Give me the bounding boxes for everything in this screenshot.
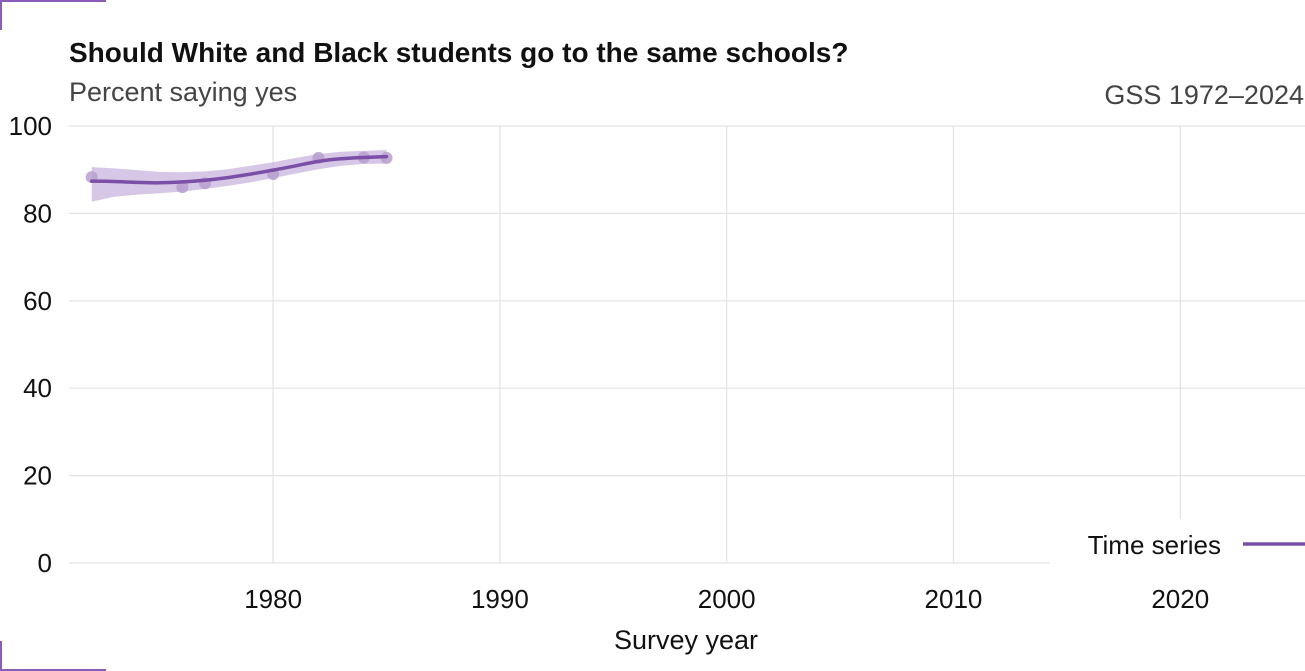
chart-caption: GSS 1972–2024 xyxy=(1104,80,1304,110)
x-tick-label: 2020 xyxy=(1151,584,1209,614)
y-tick-label: 60 xyxy=(23,286,52,316)
y-tick-label: 100 xyxy=(9,111,52,141)
tick-layer: 0 20 40 60 80 100 1980 1990 2000 2010 2020 xyxy=(9,111,1210,614)
legend: Time series xyxy=(1050,519,1305,569)
y-tick-label: 40 xyxy=(23,373,52,403)
chart-subtitle: Percent saying yes xyxy=(69,77,297,107)
x-tick-label: 1980 xyxy=(244,584,302,614)
bottom-left-corner-mark xyxy=(0,641,106,671)
y-tick-label: 0 xyxy=(38,548,52,578)
y-tick-label: 20 xyxy=(23,461,52,491)
top-left-corner-mark xyxy=(0,0,106,30)
x-axis-title: Survey year xyxy=(614,625,758,655)
legend-label: Time series xyxy=(1088,530,1221,560)
y-tick-label: 80 xyxy=(23,198,52,228)
grid-layer xyxy=(69,125,1305,564)
chart-title: Should White and Black students go to th… xyxy=(69,37,848,68)
x-tick-label: 2010 xyxy=(925,584,983,614)
line-layer xyxy=(89,154,389,185)
x-tick-label: 2000 xyxy=(698,584,756,614)
x-tick-label: 1990 xyxy=(471,584,529,614)
series-line xyxy=(89,154,389,185)
data-point xyxy=(176,181,189,194)
